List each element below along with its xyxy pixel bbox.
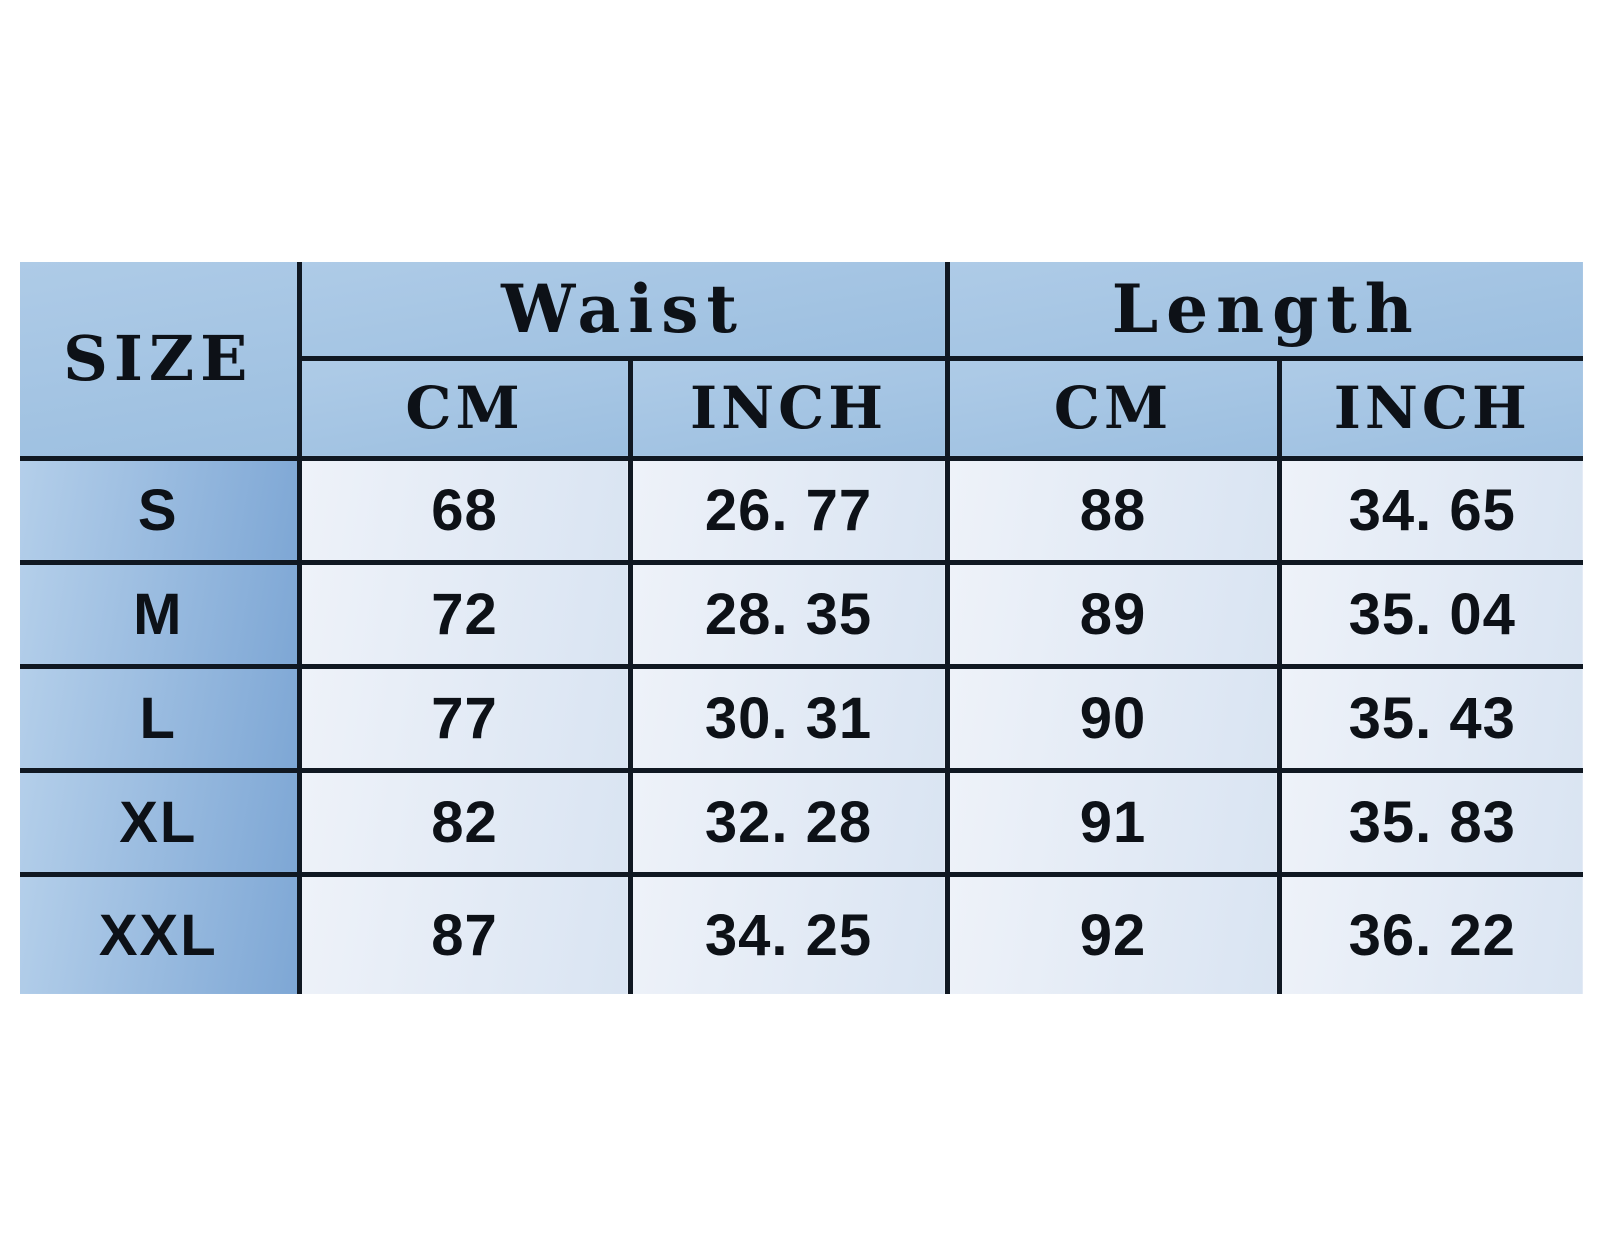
- waist-inch-cell: 26. 77: [627, 455, 950, 565]
- header-subrow: CM INCH CM INCH: [20, 355, 1584, 461]
- subheader-waist-inch: INCH: [627, 355, 950, 461]
- length-inch-cell: 36. 22: [1276, 871, 1584, 994]
- length-cm-cell: 91: [944, 767, 1282, 877]
- waist-cm-cell: 68: [296, 455, 633, 565]
- length-inch-cell: 35. 43: [1276, 663, 1584, 773]
- length-cm-cell: 88: [944, 455, 1282, 565]
- length-cm-cell: 89: [944, 559, 1282, 669]
- waist-cm-cell: 82: [296, 767, 633, 877]
- header-cell-waist: Waist: [296, 262, 950, 361]
- waist-cm-cell: 72: [296, 559, 633, 669]
- table-row: XL 82 32. 28 91 35. 83: [20, 767, 1584, 877]
- subheader-length-inch: INCH: [1276, 355, 1584, 461]
- size-cell: XXL: [20, 871, 302, 994]
- header-group-row: SIZE Waist Length: [20, 262, 1584, 461]
- length-cm-cell: 90: [944, 663, 1282, 773]
- size-cell: M: [20, 559, 302, 669]
- size-cell: S: [20, 455, 302, 565]
- length-cm-cell: 92: [944, 871, 1282, 994]
- waist-inch-cell: 30. 31: [627, 663, 950, 773]
- length-inch-cell: 34. 65: [1276, 455, 1584, 565]
- waist-inch-cell: 32. 28: [627, 767, 950, 877]
- length-inch-cell: 35. 04: [1276, 559, 1584, 669]
- table-row: XXL 87 34. 25 92 36. 22: [20, 871, 1584, 994]
- subheader-waist-cm: CM: [299, 355, 633, 461]
- waist-inch-cell: 34. 25: [627, 871, 950, 994]
- table-row: S 68 26. 77 88 34. 65: [20, 455, 1584, 565]
- subheader-length-cm: CM: [944, 355, 1282, 461]
- size-cell: XL: [20, 767, 302, 877]
- header-cell-length: Length: [944, 262, 1584, 361]
- table-row: L 77 30. 31 90 35. 43: [20, 663, 1584, 773]
- waist-inch-cell: 28. 35: [627, 559, 950, 669]
- table-row: M 72 28. 35 89 35. 04: [20, 559, 1584, 669]
- waist-cm-cell: 77: [296, 663, 633, 773]
- header-cell-size: SIZE: [20, 262, 302, 461]
- size-chart-table: SIZE Waist Length CM INCH CM INCH S 68 2…: [20, 262, 1584, 994]
- waist-cm-cell: 87: [296, 871, 633, 994]
- size-cell: L: [20, 663, 302, 773]
- length-inch-cell: 35. 83: [1276, 767, 1584, 877]
